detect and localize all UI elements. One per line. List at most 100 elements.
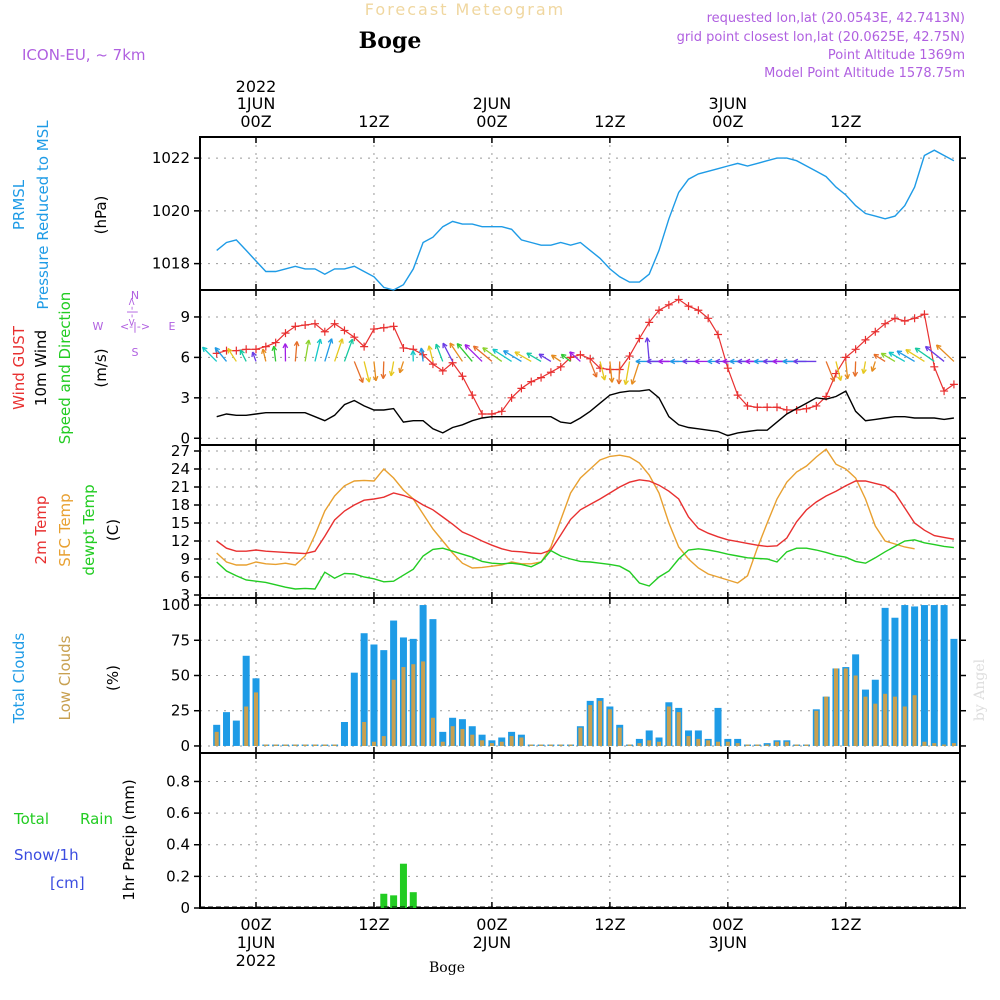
arrow-shaft (420, 347, 424, 362)
arrow-shaft (589, 361, 598, 378)
arrow-head (722, 358, 728, 365)
wind-direction-arrow (569, 351, 581, 362)
arrow-head (398, 367, 404, 374)
arrow-head (682, 358, 688, 365)
svg-text:S: S (132, 346, 139, 359)
arrow-shaft (514, 351, 532, 362)
y-tick-label: 9 (180, 550, 190, 568)
wind-gust-label: Wind GUST (10, 325, 28, 410)
wind-direction-arrow (616, 361, 622, 385)
gust-line (216, 298, 955, 415)
y-tick-label: 24 (171, 460, 190, 478)
y-tick-label: 1020 (152, 202, 190, 220)
arrow-shaft (334, 338, 344, 362)
arrow-shaft (896, 350, 915, 362)
ms-unit-label: (m/s) (92, 348, 110, 387)
total-cloud-bar (891, 617, 899, 746)
arrow-shaft (905, 349, 925, 362)
low-cloud-bar (254, 692, 258, 746)
wind-direction-arrow (538, 353, 552, 362)
prmsl-label: PRMSL (10, 179, 28, 230)
total-cloud-bar (930, 605, 938, 746)
arrow-shaft (845, 361, 849, 379)
wind-direction-arrow (825, 361, 836, 382)
total-cloud-bar (232, 720, 240, 746)
cm-label: [cm] (50, 874, 85, 892)
panel2-labels: Wind GUST 10m Wind Speed and Direction (… (10, 289, 176, 444)
low-cloud-bar (293, 744, 298, 746)
wind-direction-arrow (896, 350, 915, 362)
wind-direction-arrow (935, 344, 955, 362)
low-cloud-bar (932, 743, 937, 746)
arrow-head (905, 349, 911, 355)
y-tick-label: 18 (171, 496, 190, 514)
arrow-shaft (294, 341, 298, 362)
arrow-shaft (560, 353, 571, 362)
wind-direction-arrow (905, 349, 925, 362)
gust-marker (940, 387, 949, 396)
gust-marker (655, 306, 664, 315)
low-cloud-bar (853, 675, 858, 746)
wind-direction-arrow (852, 361, 859, 377)
wind-direction-arrow (630, 361, 640, 385)
low-cloud-bar (647, 740, 652, 746)
low-cloud-bar (244, 706, 249, 746)
gust-marker (694, 306, 703, 315)
gust-marker (271, 338, 280, 347)
bottom-axis-date: 2JUN (473, 933, 512, 952)
panel-frame (199, 752, 961, 909)
low-cloud-bar (362, 722, 367, 746)
top-axis-date: 1JUN (237, 94, 276, 113)
dewpt-line (216, 539, 954, 590)
wind-direction-arrow (844, 361, 851, 380)
y-tick-label: 1018 (152, 255, 190, 273)
low-cloud-bar (450, 726, 455, 746)
arrow-head (327, 338, 334, 344)
gust-marker (949, 380, 958, 389)
arrow-head (635, 358, 641, 365)
gust-marker (625, 352, 634, 361)
gust-marker (546, 368, 555, 377)
arrow-head (935, 344, 942, 350)
arrow-shaft (631, 361, 640, 385)
gust-marker (428, 360, 437, 369)
arrow-head (227, 347, 233, 354)
arrow-shaft (880, 352, 896, 362)
wind-direction-arrow (608, 361, 615, 383)
top-axis-date: 2JUN (473, 94, 512, 113)
low-cloud-bar (391, 679, 396, 746)
y-tick-label: 0.4 (166, 836, 190, 854)
wind-direction-arrow (442, 342, 454, 362)
low-cloud-bar (322, 744, 327, 746)
arrow-shaft (482, 347, 503, 362)
low-cloud-bar (686, 736, 691, 746)
gust-marker (920, 310, 929, 319)
arrow-shaft (435, 343, 444, 362)
rain-bar (380, 893, 388, 908)
rain-bar (409, 892, 417, 908)
gust-marker (379, 323, 388, 332)
low-cloud-bar (765, 744, 770, 746)
arrow-shaft (914, 347, 935, 362)
low-cloud-bar (725, 741, 730, 746)
svg-text:<-|->: <-|-> (120, 320, 150, 333)
wind-direction-arrow (560, 353, 571, 362)
total-cloud-bar (920, 605, 928, 746)
arrow-shaft (473, 345, 493, 362)
low-cloud-bar (745, 744, 750, 746)
low-cloud-bar (617, 727, 622, 746)
y-tick-label: 0 (180, 737, 190, 755)
precip-axis-label: 1hr Precip (mm) (120, 779, 138, 900)
total-cloud-bar (901, 605, 909, 746)
wind-direction-arrow (239, 349, 247, 362)
arrow-shaft (314, 338, 322, 362)
gust-marker (478, 410, 487, 418)
y-tick-label: 0.8 (166, 772, 190, 790)
gust-marker (586, 354, 595, 363)
low-cloud-bar (529, 744, 534, 746)
arrow-head (715, 358, 721, 365)
arrow-head (762, 358, 768, 365)
panel-2: 0 3 6 9 (180, 289, 966, 447)
low-cloud-bar (892, 696, 897, 746)
